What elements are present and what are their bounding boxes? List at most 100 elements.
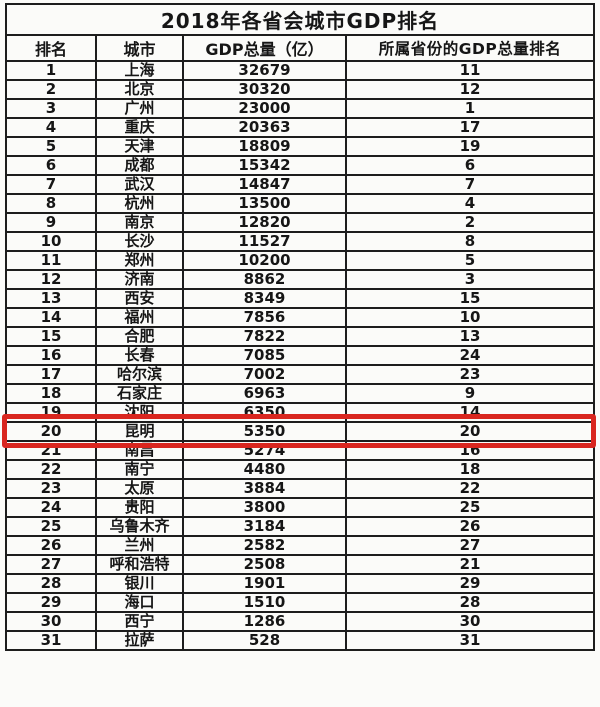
gdp-cell: 23000	[182, 98, 347, 119]
city-cell: 呼和浩特	[95, 554, 184, 575]
province-rank-cell: 6	[344, 155, 596, 176]
table-row: 21 南昌 5274 16	[5, 440, 596, 461]
rank-cell: 6	[5, 155, 97, 176]
province-rank-cell: 16	[344, 440, 596, 461]
gdp-cell: 13500	[182, 193, 347, 214]
city-cell: 长沙	[95, 231, 184, 252]
province-rank-cell: 3	[344, 269, 596, 290]
province-rank-cell: 7	[344, 174, 596, 195]
gdp-cell: 4480	[182, 459, 347, 480]
province-rank-cell: 25	[344, 497, 596, 518]
gdp-cell: 528	[182, 630, 347, 651]
city-cell: 北京	[95, 79, 184, 100]
rank-cell: 31	[5, 630, 97, 651]
gdp-cell: 1510	[182, 592, 347, 613]
rank-cell: 24	[5, 497, 97, 518]
rank-cell: 21	[5, 440, 97, 461]
city-cell: 西宁	[95, 611, 184, 632]
rank-cell: 8	[5, 193, 97, 214]
city-cell: 重庆	[95, 117, 184, 138]
table-row: 3 广州 23000 1	[5, 98, 596, 119]
table-row: 15 合肥 7822 13	[5, 326, 596, 347]
table-row: 2 北京 30320 12	[5, 79, 596, 100]
rank-cell: 13	[5, 288, 97, 309]
city-cell: 上海	[95, 60, 184, 81]
table-row: 18 石家庄 6963 9	[5, 383, 596, 404]
rank-cell: 1	[5, 60, 97, 81]
table-row: 27 呼和浩特 2508 21	[5, 554, 596, 575]
gdp-cell: 3884	[182, 478, 347, 499]
gdp-cell: 2582	[182, 535, 347, 556]
table-row: 23 太原 3884 22	[5, 478, 596, 499]
province-rank-cell: 30	[344, 611, 596, 632]
rank-cell: 23	[5, 478, 97, 499]
gdp-cell: 6963	[182, 383, 347, 404]
table-row: 25 乌鲁木齐 3184 26	[5, 516, 596, 537]
province-rank-cell: 2	[344, 212, 596, 233]
rank-cell: 25	[5, 516, 97, 537]
table-row: 1 上海 32679 11	[5, 60, 596, 81]
rank-cell: 2	[5, 79, 97, 100]
city-cell: 南宁	[95, 459, 184, 480]
table-row: 28 银川 1901 29	[5, 573, 596, 594]
city-cell: 沈阳	[95, 402, 184, 423]
province-rank-cell: 17	[344, 117, 596, 138]
rank-cell: 10	[5, 231, 97, 252]
table-row: 16 长春 7085 24	[5, 345, 596, 366]
rank-cell: 17	[5, 364, 97, 385]
gdp-cell: 5274	[182, 440, 347, 461]
gdp-cell: 7822	[182, 326, 347, 347]
city-cell: 拉萨	[95, 630, 184, 651]
gdp-cell: 32679	[182, 60, 347, 81]
city-cell: 哈尔滨	[95, 364, 184, 385]
city-cell: 济南	[95, 269, 184, 290]
rank-cell: 29	[5, 592, 97, 613]
province-rank-cell: 10	[344, 307, 596, 328]
gdp-table-container: 2018年各省会城市GDP排名 排名 城市 GDP总量（亿） 所属省份的GDP总…	[2, 3, 596, 651]
city-cell: 石家庄	[95, 383, 184, 404]
header-row: 排名 城市 GDP总量（亿） 所属省份的GDP总量排名	[5, 34, 596, 62]
gdp-cell: 20363	[182, 117, 347, 138]
province-rank-cell: 19	[344, 136, 596, 157]
province-rank-cell: 28	[344, 592, 596, 613]
gdp-cell: 14847	[182, 174, 347, 195]
table-row: 20 昆明 5350 20	[5, 421, 596, 442]
rank-cell: 15	[5, 326, 97, 347]
city-cell: 海口	[95, 592, 184, 613]
rank-cell: 26	[5, 535, 97, 556]
province-rank-cell: 29	[344, 573, 596, 594]
city-cell: 杭州	[95, 193, 184, 214]
province-rank-cell: 26	[344, 516, 596, 537]
gdp-cell: 5350	[182, 421, 347, 442]
rank-cell: 28	[5, 573, 97, 594]
table-row: 4 重庆 20363 17	[5, 117, 596, 138]
rank-cell: 12	[5, 269, 97, 290]
table-row: 10 长沙 11527 8	[5, 231, 596, 252]
province-rank-cell: 15	[344, 288, 596, 309]
province-rank-cell: 24	[344, 345, 596, 366]
city-cell: 西安	[95, 288, 184, 309]
province-rank-cell: 20	[344, 421, 596, 442]
city-cell: 合肥	[95, 326, 184, 347]
city-cell: 成都	[95, 155, 184, 176]
header-rank: 排名	[5, 34, 97, 62]
gdp-cell: 8349	[182, 288, 347, 309]
province-rank-cell: 22	[344, 478, 596, 499]
province-rank-cell: 9	[344, 383, 596, 404]
city-cell: 昆明	[95, 421, 184, 442]
rank-cell: 19	[5, 402, 97, 423]
gdp-cell: 11527	[182, 231, 347, 252]
gdp-cell: 2508	[182, 554, 347, 575]
city-cell: 南京	[95, 212, 184, 233]
gdp-cell: 3184	[182, 516, 347, 537]
city-cell: 贵阳	[95, 497, 184, 518]
city-cell: 银川	[95, 573, 184, 594]
city-cell: 太原	[95, 478, 184, 499]
table-row: 19 沈阳 6350 14	[5, 402, 596, 423]
rank-cell: 27	[5, 554, 97, 575]
table-row: 31 拉萨 528 31	[5, 630, 596, 651]
province-rank-cell: 18	[344, 459, 596, 480]
rank-cell: 7	[5, 174, 97, 195]
city-cell: 兰州	[95, 535, 184, 556]
